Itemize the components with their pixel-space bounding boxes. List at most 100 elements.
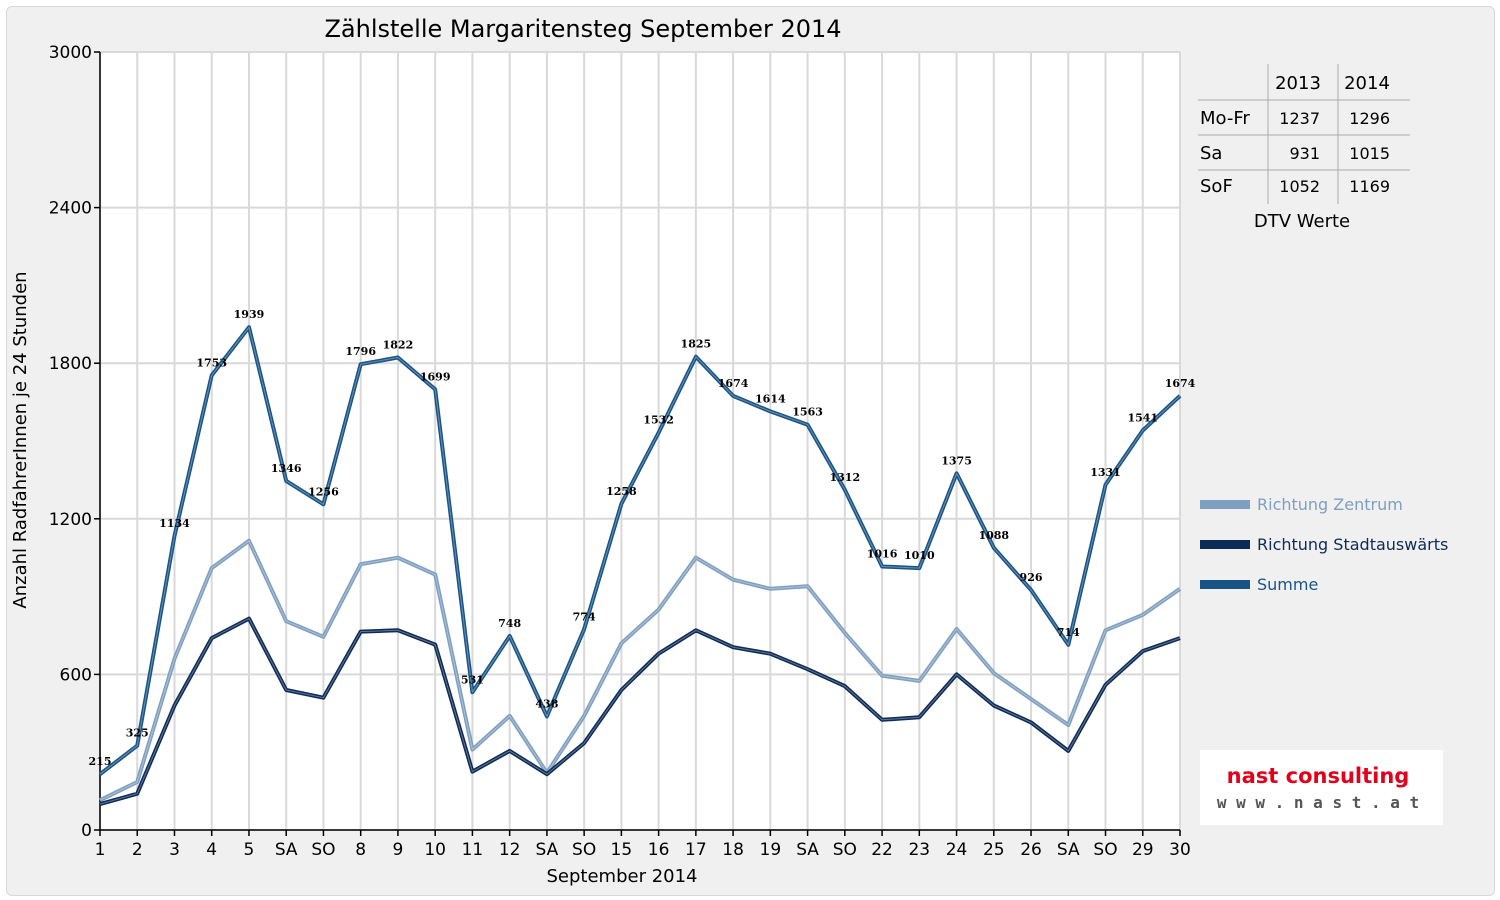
dtv-header-2014: 2014 [1344,73,1390,94]
dtv-value: 1015 [1349,144,1390,163]
x-axis-label: September 2014 [546,866,697,887]
data-label: 1563 [792,406,823,419]
x-tick-label: 24 [946,840,968,860]
legend-item-zentrum: Richtung Zentrum [1200,495,1403,514]
data-label: 1134 [159,517,190,530]
data-label: 1699 [420,370,451,383]
plot-area [100,52,1180,830]
dtv-caption: DTV Werte [1254,211,1350,232]
x-tick-label: 15 [611,840,633,860]
data-label: 1822 [383,338,414,351]
data-label: 1312 [830,471,861,484]
dtv-value: 1237 [1279,109,1320,128]
x-tick-label: 1 [95,840,106,860]
data-label: 1825 [681,338,712,351]
data-label: 1346 [271,462,302,475]
series-line-3 [98,325,1182,776]
x-tick-label: 19 [760,840,782,860]
data-label: 1541 [1127,411,1158,424]
y-tick-label: 2400 [49,199,92,219]
series-layer [98,325,1182,807]
dtv-value: 931 [1289,144,1320,163]
dtv-value: 1169 [1349,177,1390,196]
series-line-highlight [99,540,1181,801]
data-label: 1939 [234,308,265,321]
legend-swatch [1200,540,1250,549]
x-tick-label: 12 [499,840,521,860]
legend-item-summe: Summe [1200,575,1318,594]
legend-swatch [1200,500,1250,509]
data-labels: 215 325 1134 1753 1939 1346 1256 1796 1822 1699 53… [89,308,1196,768]
dtv-row-label: SoF [1200,176,1233,197]
x-tick-label: 10 [424,840,446,860]
legend-item-stadtauswaerts: Richtung Stadtauswärts [1200,535,1448,554]
logo: nast consulting w w w . n a s t . a t [1200,750,1443,825]
x-tick-label: 11 [462,840,484,860]
dtv-value: 1052 [1279,177,1320,196]
x-tick-label: 3 [169,840,180,860]
data-label: 531 [461,673,484,686]
x-tick-label: 22 [871,840,893,860]
series-line-1 [99,538,1182,802]
data-label: 714 [1057,626,1080,639]
data-label: 1016 [867,548,898,561]
x-tick-label: 18 [722,840,744,860]
legend-label: Richtung Stadtauswärts [1257,535,1448,554]
data-label: 215 [89,755,112,768]
x-tick-label: SA [796,840,819,860]
dtv-row-label: Sa [1200,143,1222,164]
x-tick-label: SA [275,840,298,860]
legend-label: Richtung Zentrum [1257,495,1403,514]
data-label: 774 [573,610,596,623]
y-tick-label: 1200 [49,510,92,530]
x-tick-label: SO [311,840,335,860]
data-label: 1796 [345,345,376,358]
x-tick-label: 8 [355,840,366,860]
data-label: 1375 [941,454,972,467]
legend-swatch [1200,580,1250,589]
x-tick-label: 23 [908,840,930,860]
x-tick-label: 29 [1132,840,1154,860]
chart-title: Zählstelle Margaritensteg September 2014 [324,15,841,43]
logo-brand: nast consulting [1227,764,1410,788]
data-label: 748 [498,617,521,630]
y-tick-label: 600 [60,665,92,685]
data-label: 926 [1020,571,1043,584]
data-label: 1256 [308,485,339,498]
y-tick-label: 3000 [49,43,92,63]
x-tick-label: 26 [1020,840,1042,860]
data-label: 1331 [1090,466,1121,479]
dtv-row-label: Mo-Fr [1200,108,1250,129]
x-tick-label: SO [572,840,596,860]
data-label: 325 [126,727,149,740]
legend-label: Summe [1257,575,1318,594]
x-tick-label: 30 [1169,840,1191,860]
x-tick-label: 16 [648,840,670,860]
x-tick-label: SO [833,840,857,860]
x-tick-label: 5 [244,840,255,860]
x-tick-label: 25 [983,840,1005,860]
data-label: 1010 [904,549,935,562]
x-tick-label: 17 [685,840,707,860]
dtv-value: 1296 [1349,109,1390,128]
data-label: 1614 [755,392,786,405]
data-label: 1753 [196,356,227,369]
data-label: 1674 [718,377,749,390]
y-axis-label: Anzahl RadfahrerInnen je 24 Stunden [10,271,31,608]
data-label: 438 [535,697,558,710]
data-label: 1532 [643,414,674,427]
x-tick-label: SO [1093,840,1117,860]
data-label: 1088 [978,529,1009,542]
series-line-2 [99,616,1181,807]
legend: Richtung Zentrum Richtung Stadtauswärts … [1200,495,1448,594]
series-line-highlight [99,326,1181,775]
dtv-header-2013: 2013 [1275,73,1321,94]
series-line-highlight [99,618,1181,805]
x-tick-label: 9 [393,840,404,860]
data-label: 1674 [1165,377,1196,390]
x-tick-label: SA [536,840,559,860]
x-tick-label: 4 [206,840,217,860]
x-tick-label: 2 [132,840,143,860]
